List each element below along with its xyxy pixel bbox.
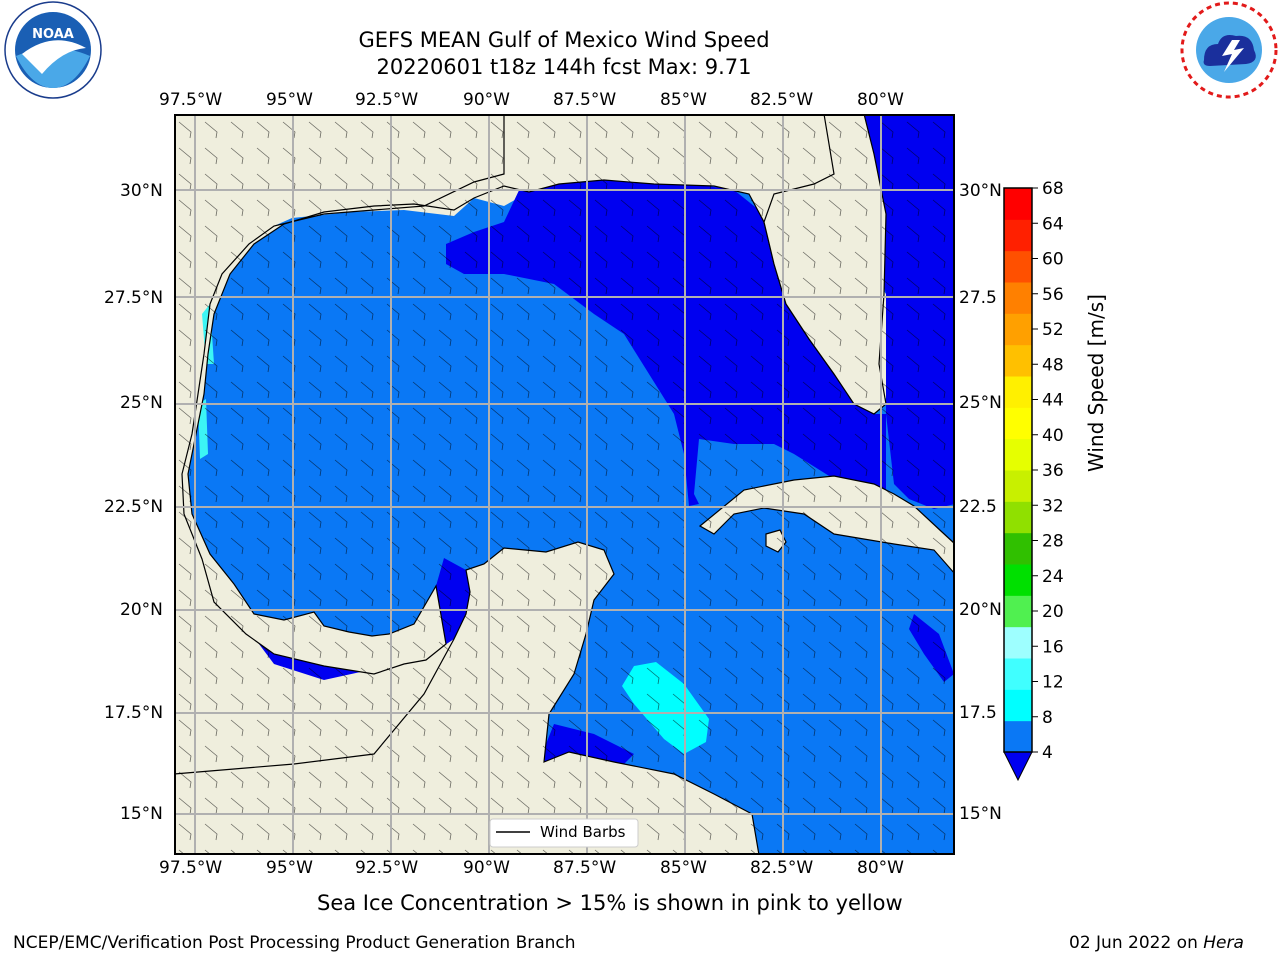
lon-label: 95°W [266, 90, 313, 110]
lon-label: 97.5°W [159, 90, 223, 110]
colorbar-tick-label: 28 [1042, 532, 1064, 552]
colorbar-tick-label: 64 [1042, 214, 1064, 234]
footer-date: 02 Jun 2022 on [1069, 933, 1204, 953]
colorbar-band [1004, 626, 1032, 659]
legend-box [489, 818, 639, 848]
lat-label: 30°N [959, 181, 1002, 201]
colorbar-tick-label: 8 [1042, 708, 1053, 728]
colorbar-tick-label: 44 [1042, 391, 1064, 411]
lat-label: 15°N [120, 804, 163, 824]
sea-ice-caption: Sea Ice Concentration > 15% is shown in … [317, 891, 903, 915]
map-title-line1: GEFS MEAN Gulf of Mexico Wind Speed [358, 28, 770, 52]
colorbar-tick-label: 24 [1042, 567, 1064, 587]
lon-label: 95°W [266, 858, 313, 878]
noaa-logo: NOAA [4, 1, 102, 99]
colorbar-band [1004, 188, 1032, 220]
gridlines [174, 114, 955, 855]
colorbar-band [1004, 438, 1032, 471]
colorbar-tick-label: 32 [1042, 496, 1064, 516]
colorbar-band [1004, 407, 1032, 440]
lat-label: 22.5 [959, 497, 997, 517]
lon-label: 85°W [660, 858, 707, 878]
lon-label: 82.5°W [750, 90, 814, 110]
colorbar-tick-label: 68 [1042, 180, 1064, 199]
colorbar-tick-label: 56 [1042, 285, 1064, 305]
lon-label: 87.5°W [553, 858, 617, 878]
colorbar-band [1004, 282, 1032, 314]
lat-label: 22.5°N [104, 497, 164, 517]
noaa-logo-text: NOAA [32, 27, 74, 42]
lon-label: 87.5°W [553, 90, 617, 110]
lat-label: 30°N [120, 181, 163, 201]
lat-label: 27.5°N [104, 288, 164, 308]
colorbar-tick-label: 48 [1042, 355, 1064, 375]
colorbar-bands [1004, 188, 1032, 753]
colorbar-tick-label: 20 [1042, 602, 1064, 622]
lon-label: 92.5°W [355, 858, 419, 878]
map-title-line2: 20220601 t18z 144h fcst Max: 9.71 [376, 55, 752, 79]
lat-label: 25°N [959, 393, 1002, 413]
colorbar-band [1004, 376, 1032, 408]
colorbar-tick-label: 40 [1042, 426, 1064, 446]
colorbar-band [1004, 470, 1032, 502]
legend-label: Wind Barbs [540, 823, 626, 841]
lat-label: 15°N [959, 804, 1002, 824]
colorbar-label: Wind Speed [m/s] [1084, 294, 1108, 472]
lat-label: 20°N [120, 600, 163, 620]
wind-speed-map: Wind Barbs [174, 114, 955, 855]
lat-label: 25°N [120, 393, 163, 413]
colorbar-band [1004, 501, 1032, 534]
colorbar-band [1004, 532, 1032, 565]
colorbar-under-triangle [1003, 751, 1033, 782]
colorbar-tick-label: 52 [1042, 320, 1064, 340]
lon-label: 90°W [463, 90, 510, 110]
colorbar-tick-label: 4 [1042, 743, 1053, 763]
footer-left: NCEP/EMC/Verification Post Processing Pr… [13, 933, 576, 953]
colorbar-band [1004, 658, 1032, 690]
colorbar-ticks: 68 64 60 56 52 48 44 40 36 32 28 24 20 16 12 8 4 [1032, 180, 1064, 763]
colorbar-band [1004, 313, 1032, 346]
lon-label: 97.5°W [159, 858, 223, 878]
colorbar-tick-label: 12 [1042, 673, 1064, 693]
colorbar-band [1004, 564, 1032, 596]
map-frame [174, 114, 955, 855]
colorbar: 68 64 60 56 52 48 44 40 36 32 28 24 20 16 12 8 4 [1003, 180, 1064, 782]
lat-label: 20°N [959, 600, 1002, 620]
colorbar-band [1004, 250, 1032, 283]
colorbar-band [1004, 720, 1032, 753]
colorbar-band [1004, 219, 1032, 252]
lon-label: 80°W [857, 858, 904, 878]
lon-label: 80°W [857, 90, 904, 110]
nws-logo [1180, 1, 1278, 99]
colorbar-tick-label: 16 [1042, 637, 1064, 657]
colorbar-band [1004, 344, 1032, 377]
lon-label: 92.5°W [355, 90, 419, 110]
colorbar-band [1004, 689, 1032, 722]
lon-label: 82.5°W [750, 858, 814, 878]
colorbar-tick-label: 36 [1042, 461, 1064, 481]
footer-machine: Hera [1203, 933, 1244, 953]
lat-label: 27.5 [959, 288, 997, 308]
lat-label: 17.5°N [104, 703, 164, 723]
lon-label: 85°W [660, 90, 707, 110]
lat-label: 17.5 [959, 703, 997, 723]
colorbar-band [1004, 595, 1032, 628]
lon-label: 90°W [463, 858, 510, 878]
colorbar-label-text: Wind Speed [m/s] [1084, 294, 1108, 472]
colorbar-tick-label: 60 [1042, 250, 1064, 270]
footer-right: 02 Jun 2022 on Hera [1069, 933, 1244, 953]
